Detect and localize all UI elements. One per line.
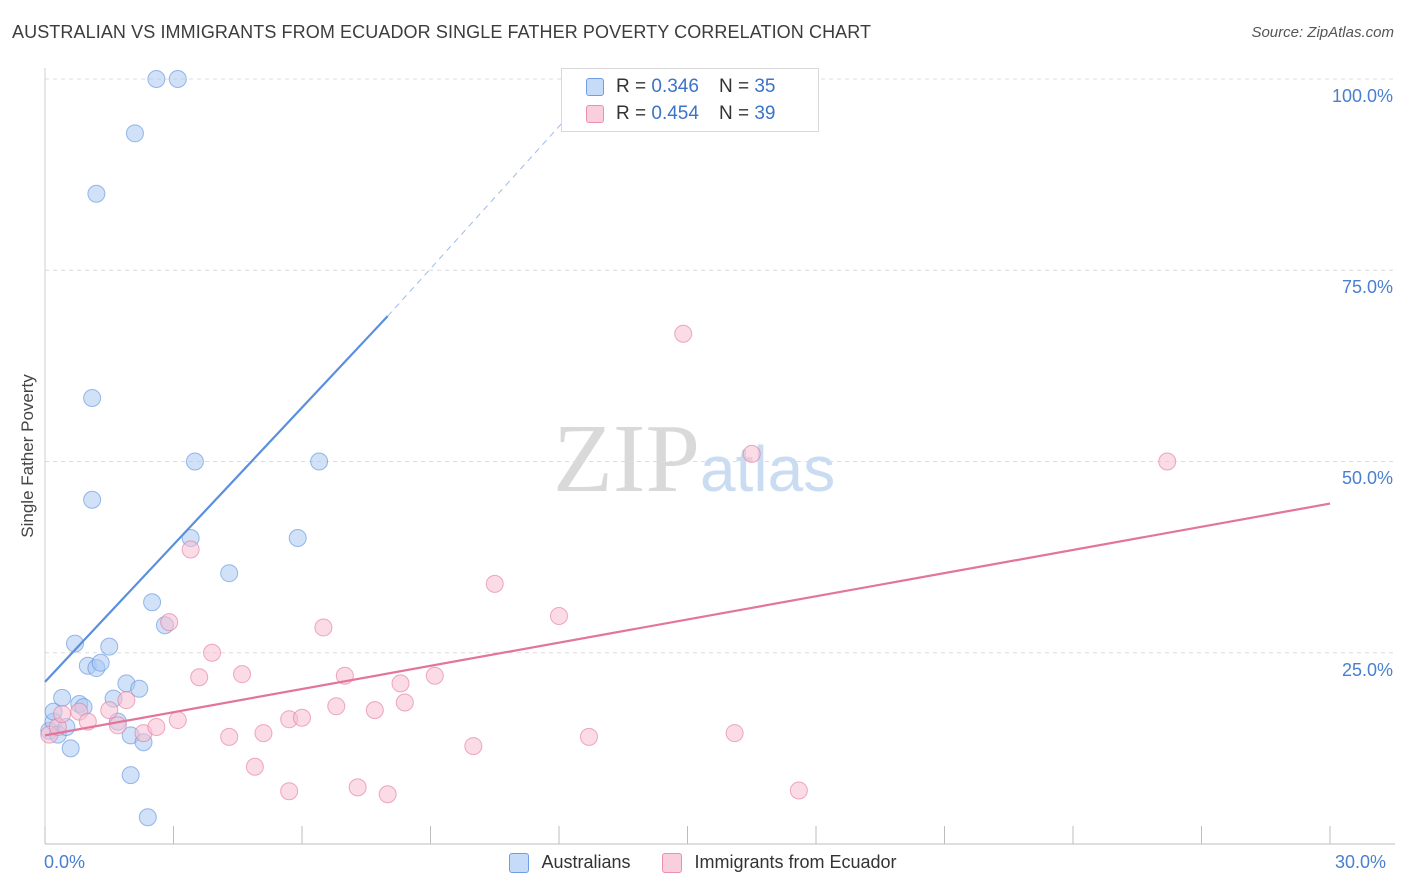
data-point-australians	[65, 634, 84, 653]
data-point-ecuador	[190, 668, 209, 687]
data-point-ecuador	[395, 693, 414, 712]
data-point-ecuador	[147, 717, 166, 736]
legend-r-value: 0.454	[651, 103, 699, 124]
data-point-australians	[130, 679, 149, 698]
series-swatch-australians	[509, 852, 530, 873]
data-point-ecuador	[425, 666, 444, 685]
data-point-australians	[83, 389, 102, 408]
legend-n-value: 35	[754, 76, 776, 97]
x-tick-label: 0.0%	[44, 852, 86, 872]
series-legend-ecuador[interactable]: Immigrants from Ecuador	[662, 852, 897, 873]
correlation-legend: R = 0.346 N = 35 R = 0.454 N = 39	[561, 68, 819, 132]
y-tick-label: 50.0%	[1341, 468, 1393, 488]
data-point-ecuador	[100, 701, 119, 720]
data-point-ecuador	[789, 781, 808, 800]
chart-title: AUSTRALIAN VS IMMIGRANTS FROM ECUADOR SI…	[12, 22, 872, 42]
data-point-ecuador	[181, 540, 200, 559]
chart-source: Source: ZipAtlas.com	[1251, 24, 1394, 41]
data-point-australians	[61, 739, 80, 758]
y-axis-label: Single Father Poverty	[18, 374, 37, 538]
legend-r-label: R =	[616, 76, 647, 97]
data-point-ecuador	[327, 697, 346, 716]
data-point-ecuador	[742, 444, 761, 463]
data-point-ecuador	[314, 618, 333, 637]
y-tick-label: 25.0%	[1341, 660, 1393, 680]
data-point-ecuador	[280, 782, 299, 801]
data-point-ecuador	[348, 778, 367, 797]
trend-line-ecuador	[44, 502, 1331, 737]
data-point-australians	[100, 637, 119, 656]
data-point-ecuador	[464, 737, 483, 756]
legend-n-label: N =	[718, 76, 750, 97]
y-tick-label: 100.0%	[1331, 86, 1393, 106]
data-point-ecuador	[725, 724, 744, 743]
data-point-ecuador	[293, 708, 311, 727]
data-point-australians	[220, 564, 239, 583]
x-tick-label: 30.0%	[1335, 852, 1387, 872]
y-tick-label: 75.0%	[1341, 277, 1393, 297]
legend-row-australians: R = 0.346 N = 35	[586, 74, 775, 100]
series-swatch-ecuador	[662, 852, 683, 873]
data-point-australians	[121, 766, 140, 785]
data-point-ecuador	[365, 701, 384, 720]
legend-swatch-ecuador	[586, 105, 604, 123]
data-point-australians	[185, 452, 204, 471]
legend-r-value: 0.346	[651, 76, 699, 97]
data-point-ecuador	[203, 643, 222, 662]
data-point-australians	[87, 184, 106, 203]
data-point-australians	[138, 808, 157, 827]
data-point-australians	[91, 653, 110, 672]
data-point-australians	[83, 490, 102, 509]
data-point-ecuador	[1158, 452, 1177, 471]
trend-line-australians	[44, 315, 389, 683]
data-point-australians	[53, 688, 72, 707]
data-point-australians	[143, 593, 162, 612]
data-point-ecuador	[108, 716, 127, 735]
series-legend-australians[interactable]: Australians	[509, 852, 630, 873]
data-point-ecuador	[168, 711, 187, 730]
legend-swatch-australians	[586, 78, 604, 96]
watermark-zip: ZIP	[553, 405, 700, 513]
series-legend: Australians Immigrants from Ecuador	[0, 852, 1406, 873]
data-point-ecuador	[579, 727, 598, 746]
data-point-ecuador	[160, 613, 179, 632]
data-point-ecuador	[485, 574, 504, 593]
watermark: ZIPatlas	[553, 403, 835, 515]
data-point-australians	[310, 452, 329, 471]
legend-r-label: R =	[616, 103, 647, 124]
data-point-ecuador	[117, 691, 136, 710]
data-point-ecuador	[245, 757, 264, 776]
data-point-australians	[288, 529, 307, 547]
legend-row-ecuador: R = 0.454 N = 39	[586, 101, 775, 127]
series-label-ecuador: Immigrants from Ecuador	[694, 852, 897, 872]
data-point-ecuador	[550, 607, 568, 626]
legend-n-value: 39	[754, 103, 776, 124]
data-point-australians	[147, 70, 166, 88]
data-point-ecuador	[391, 674, 410, 693]
data-point-ecuador	[254, 724, 273, 743]
data-point-ecuador	[53, 704, 72, 723]
data-point-ecuador	[233, 665, 252, 684]
data-point-ecuador	[378, 785, 397, 804]
data-point-ecuador	[674, 324, 693, 343]
data-point-ecuador	[220, 727, 239, 746]
watermark-atlas: atlas	[700, 433, 836, 505]
data-point-australians	[125, 124, 144, 143]
data-point-australians	[168, 70, 187, 88]
series-label-australians: Australians	[541, 852, 631, 872]
legend-n-label: N =	[718, 103, 750, 124]
